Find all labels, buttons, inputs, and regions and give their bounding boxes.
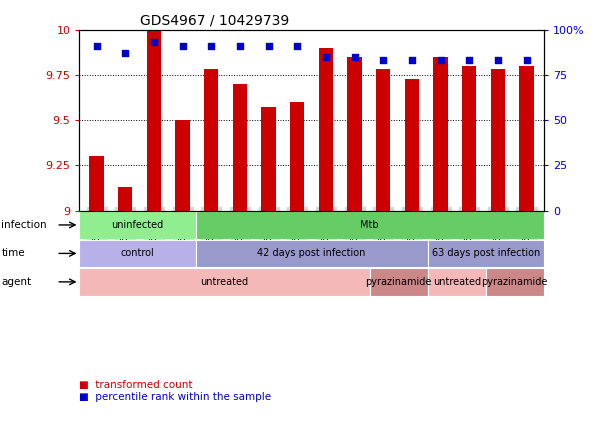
Bar (486, 268, 544, 296)
Text: uninfected: uninfected (111, 220, 164, 230)
Text: ■  transformed count: ■ transformed count (79, 380, 193, 390)
Point (92, 43, 101, 49)
Text: untreated: untreated (200, 277, 249, 287)
Bar (79, 240, 196, 267)
Point (293, 43, 302, 49)
Bar (196, 212, 544, 239)
Bar (118, 187, 133, 211)
Text: 42 days post infection: 42 days post infection (257, 248, 366, 258)
Text: infection: infection (1, 220, 47, 230)
Text: 63 days post infection: 63 days post infection (431, 248, 540, 258)
Point (149, 39, 159, 46)
Point (207, 43, 216, 49)
Bar (175, 120, 190, 211)
Bar (433, 57, 448, 211)
Point (493, 57, 503, 64)
Text: time: time (1, 248, 25, 258)
Point (120, 50, 130, 57)
Text: pyrazinamide: pyrazinamide (481, 277, 548, 287)
Bar (428, 240, 544, 267)
Bar (462, 66, 477, 211)
Bar (89, 157, 104, 211)
Bar (370, 268, 428, 296)
Text: ■  percentile rank within the sample: ■ percentile rank within the sample (79, 392, 271, 402)
Point (264, 43, 274, 49)
Bar (319, 48, 333, 211)
Text: pyrazinamide: pyrazinamide (365, 277, 432, 287)
Bar (233, 84, 247, 211)
Bar (519, 66, 534, 211)
Bar (348, 57, 362, 211)
Bar (204, 69, 219, 211)
Point (321, 53, 331, 60)
Bar (262, 107, 276, 211)
Text: GDS4967 / 10429739: GDS4967 / 10429739 (140, 13, 289, 27)
Text: agent: agent (1, 277, 31, 287)
Point (349, 53, 359, 60)
Text: Mtb: Mtb (360, 220, 379, 230)
Text: control: control (120, 248, 155, 258)
Point (235, 43, 245, 49)
Text: untreated: untreated (433, 277, 481, 287)
Point (464, 57, 474, 64)
Point (407, 57, 417, 64)
Bar (79, 268, 370, 296)
Point (436, 57, 445, 64)
Point (522, 57, 532, 64)
Bar (290, 102, 304, 211)
Point (378, 57, 388, 64)
Bar (147, 30, 161, 211)
Point (178, 43, 188, 49)
Bar (79, 212, 196, 239)
Bar (376, 69, 390, 211)
Bar (196, 240, 428, 267)
Bar (491, 69, 505, 211)
Bar (428, 268, 486, 296)
Bar (404, 79, 419, 211)
